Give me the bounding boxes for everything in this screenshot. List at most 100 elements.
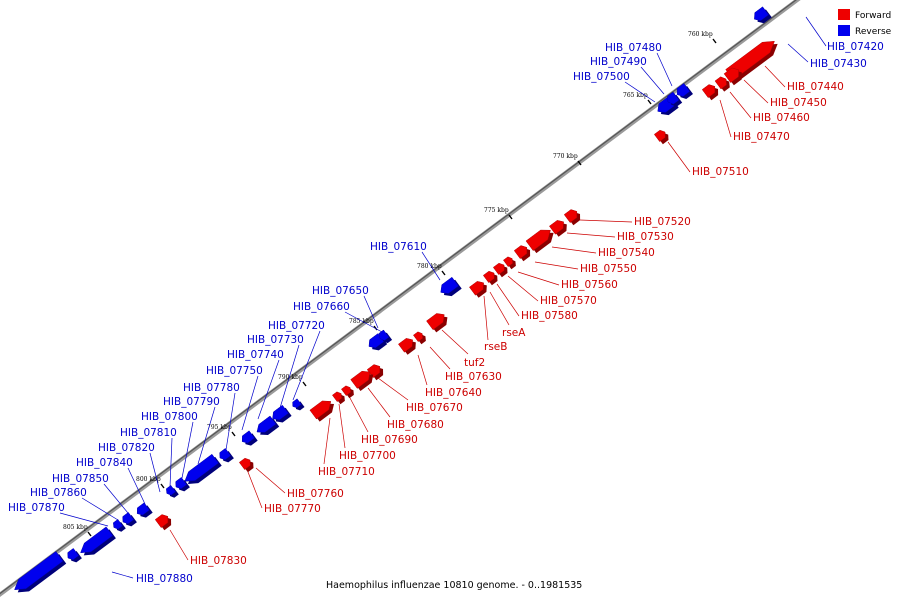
gene-leader-line	[363, 295, 379, 329]
gene-leader-line	[59, 512, 109, 527]
gene-label: HIB_07850	[52, 473, 109, 485]
forward-gene-arrow	[341, 385, 354, 399]
forward-gene-arrow	[482, 270, 498, 286]
gene-label: HIB_07460	[753, 112, 810, 124]
gene-leader-line	[667, 141, 691, 173]
gene-leader-line	[181, 421, 194, 479]
gene-label: HIB_07420	[827, 41, 884, 53]
gene-leader-line	[349, 397, 369, 433]
genome-caption: Haemophilus influenzae 10810 genome. - 0…	[326, 580, 582, 591]
forward-gene-arrow	[701, 84, 719, 101]
gene-leader-line	[255, 467, 286, 494]
gene-label: HIB_07800	[141, 411, 198, 423]
reverse-gene-arrow	[219, 448, 234, 463]
gene-leader-line	[417, 354, 428, 386]
forward-gene-arrow	[563, 209, 581, 226]
gene-leader-line	[489, 291, 510, 326]
reverse-gene-arrow	[676, 83, 693, 100]
gene-label: HIB_07580	[521, 310, 578, 322]
gene-leader-line	[247, 471, 263, 509]
gene-leader-line	[517, 271, 560, 286]
reverse-gene-arrow	[14, 551, 67, 593]
reverse-gene-arrow	[272, 404, 292, 423]
forward-gene-arrow	[549, 220, 567, 237]
scale-tick	[441, 270, 446, 276]
gene-label: HIB_07660	[293, 301, 350, 313]
reverse-gene-arrow	[378, 329, 393, 344]
gene-label: HIB_07490	[590, 56, 647, 68]
gene-leader-line	[323, 417, 331, 465]
reverse-gene-arrow	[440, 276, 462, 297]
gene-label: HIB_07760	[287, 488, 344, 500]
gene-leader-line	[534, 261, 579, 270]
scale-tick	[712, 38, 717, 44]
scale-tick-label: 805 kbp	[63, 524, 88, 531]
scale-tick-label: 785 kbp	[349, 318, 374, 325]
gene-leader-line	[719, 99, 732, 138]
gene-leader-line	[377, 377, 409, 401]
forward-gene-arrow	[469, 281, 487, 298]
forward-gene-arrow	[413, 331, 426, 345]
reverse-gene-arrow	[184, 453, 222, 484]
gene-label: HIB_07720	[268, 320, 325, 332]
gene-leader-line	[81, 497, 119, 521]
reverse-gene-arrow	[113, 519, 126, 532]
scale-tick-label: 775 kbp	[484, 207, 509, 214]
gene-label: HIB_07780	[183, 382, 240, 394]
gene-leader-line	[169, 437, 173, 488]
gene-leader-line	[764, 65, 786, 88]
gene-label: HIB_07630	[445, 371, 502, 383]
forward-gene-arrow	[525, 229, 554, 254]
gene-leader-line	[507, 275, 539, 302]
gene-leader-line	[197, 406, 216, 465]
gene-label: tuf2	[464, 357, 485, 369]
gene-label: HIB_07680	[387, 419, 444, 431]
gene-label: HIB_07870	[8, 502, 65, 514]
forward-gene-arrow	[309, 400, 335, 422]
scale-tick	[160, 483, 165, 489]
gene-label: HIB_07550	[580, 263, 637, 275]
reverse-gene-arrow	[256, 415, 280, 435]
gene-label: HIB_07530	[617, 231, 674, 243]
forward-gene-arrow	[714, 76, 730, 92]
legend: Forward Reverse	[838, 9, 892, 37]
gene-leader-line	[624, 81, 656, 103]
legend-forward-swatch	[838, 9, 850, 20]
forward-gene-arrow	[492, 262, 508, 278]
gene-label: HIB_07560	[561, 279, 618, 291]
scale-tick	[577, 160, 582, 166]
gene-leader-line	[225, 392, 236, 451]
gene-leader-line	[169, 529, 189, 561]
gene-label: HIB_07840	[76, 457, 133, 469]
gene-leader-line	[292, 330, 321, 401]
gene-leader-line	[338, 403, 346, 449]
gene-label: HIB_07700	[339, 450, 396, 462]
legend-reverse-swatch	[838, 25, 850, 36]
reverse-gene-arrow	[667, 91, 683, 107]
gene-label: HIB_07710	[318, 466, 375, 478]
gene-label: HIB_07750	[206, 365, 263, 377]
gene-label: HIB_07820	[98, 442, 155, 454]
gene-leader-line	[421, 251, 441, 281]
legend-forward-label: Forward	[855, 11, 891, 21]
gene-label: HIB_07610	[370, 241, 427, 253]
reverse-gene-arrow	[175, 477, 190, 492]
scale-tick-label: 760 kbp	[688, 31, 713, 38]
gene-label: HIB_07770	[264, 503, 321, 515]
scale-tick-label: 790 kbp	[278, 374, 303, 381]
reverse-gene-arrow	[136, 502, 153, 518]
gene-label: HIB_07690	[361, 434, 418, 446]
forward-gene-arrow	[513, 245, 531, 262]
gene-leader-line	[566, 232, 616, 238]
forward-gene-arrow	[426, 313, 448, 333]
gene-label: HIB_07470	[733, 131, 790, 143]
gene-label: rseB	[484, 341, 507, 353]
scale-tick-label: 780 kbp	[417, 263, 442, 270]
gene-leader-line	[579, 219, 633, 223]
gene-label: HIB_07730	[247, 334, 304, 346]
gene-leader-line	[241, 375, 259, 431]
gene-label: HIB_07440	[787, 81, 844, 93]
gene-label: HIB_07430	[810, 58, 867, 70]
scale-tick-label: 765 kbp	[623, 92, 648, 99]
scale-tick	[647, 99, 652, 105]
